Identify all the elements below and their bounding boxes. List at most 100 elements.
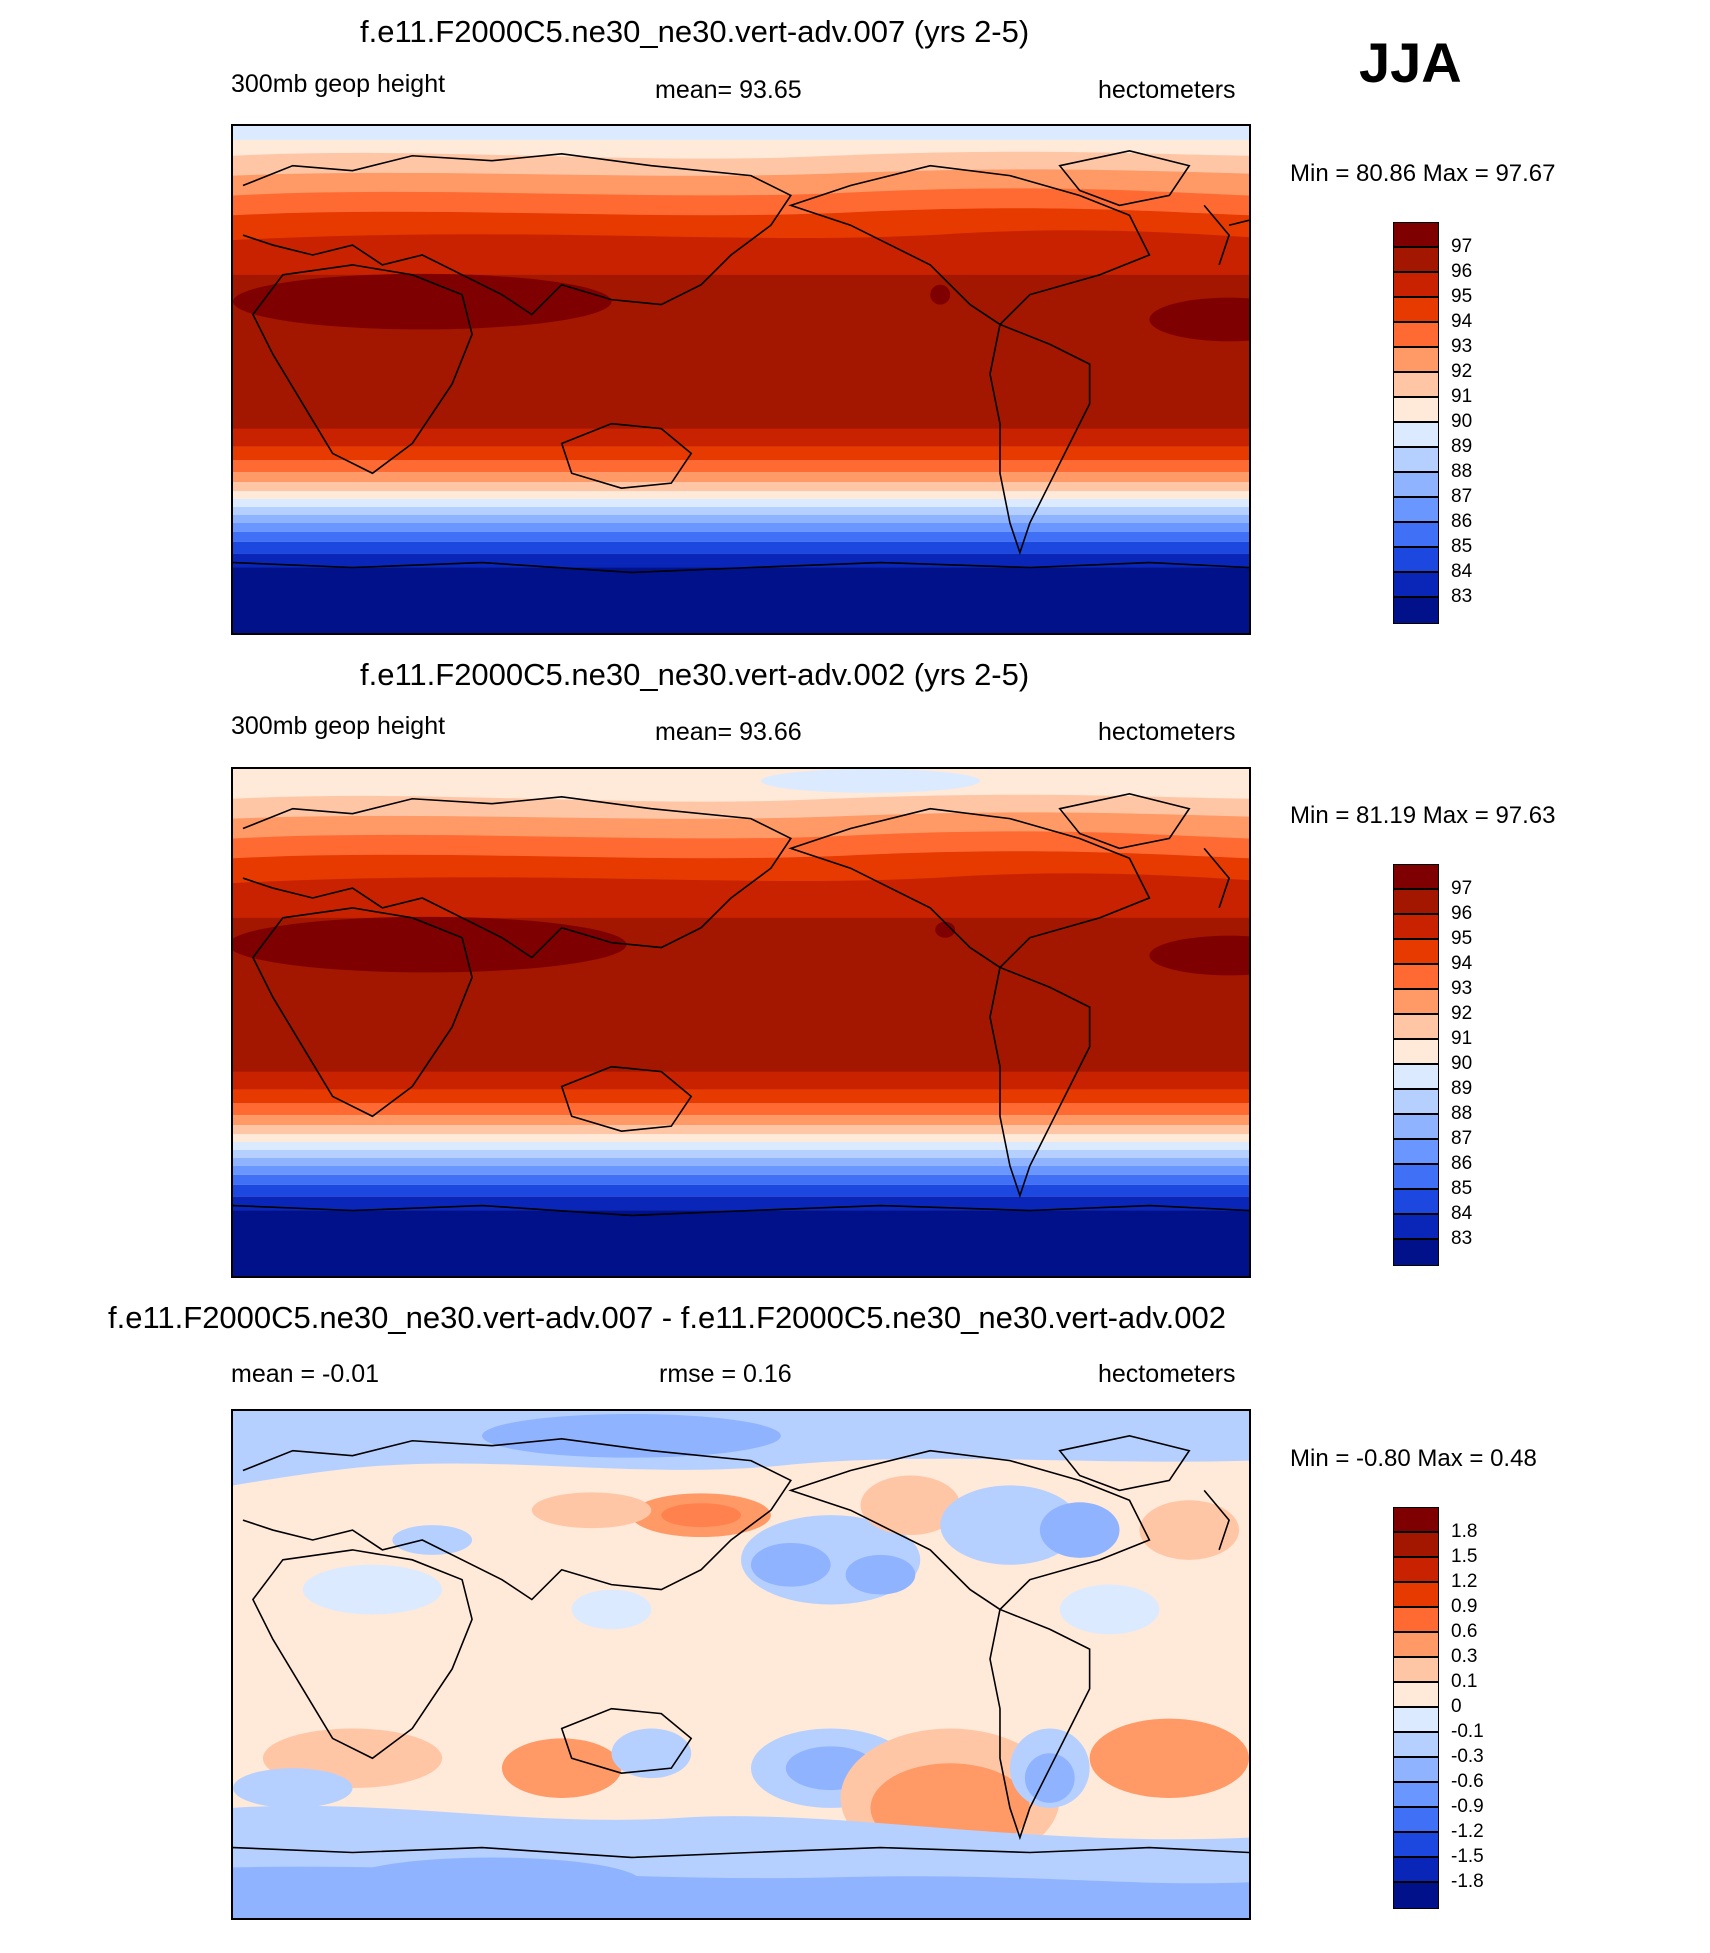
panel1-colorbar-label: 84 xyxy=(1451,561,1473,582)
panel3-colorbar-swatch xyxy=(1393,1632,1439,1657)
panel1-colorbar-swatch xyxy=(1393,547,1439,572)
panel2-title: f.e11.F2000C5.ne30_ne30.vert-adv.002 (yr… xyxy=(360,657,1030,692)
panel3-units-label: hectometers xyxy=(1098,1360,1236,1388)
panel3-map-svg xyxy=(233,1411,1249,1918)
panel2-colorbar-swatch xyxy=(1393,1039,1439,1064)
panel2-colorbar-label: 93 xyxy=(1451,978,1473,999)
panel1-colorbar-swatch xyxy=(1393,522,1439,547)
panel2-colorbar-swatch xyxy=(1393,1189,1439,1214)
panel2-colorbar-label: 85 xyxy=(1451,1178,1473,1199)
panel2-colorbar-label: 91 xyxy=(1451,1028,1473,1049)
panel2-colorbar-label: 90 xyxy=(1451,1053,1473,1074)
panel2-colorbar-swatch xyxy=(1393,1139,1439,1164)
panel3-colorbar-swatch xyxy=(1393,1707,1439,1732)
panel2-colorbar-swatch xyxy=(1393,1064,1439,1089)
panel1-colorbar-swatch xyxy=(1393,597,1439,624)
panel3-colorbar-label: 0.6 xyxy=(1451,1621,1478,1642)
panel1-colorbar-swatch xyxy=(1393,272,1439,297)
panel2-colorbar-label: 92 xyxy=(1451,1003,1473,1024)
panel3-colorbar-swatch xyxy=(1393,1807,1439,1832)
panel1-colorbar-label: 88 xyxy=(1451,461,1473,482)
panel1-colorbar-label: 89 xyxy=(1451,436,1473,457)
panel1-map xyxy=(231,124,1251,635)
panel2-colorbar-label: 88 xyxy=(1451,1103,1473,1124)
panel2-colorbar-swatch xyxy=(1393,989,1439,1014)
panel1-colorbar-swatch xyxy=(1393,247,1439,272)
panel3-rmse-label: rmse = 0.16 xyxy=(659,1360,792,1388)
panel3-colorbar-swatch xyxy=(1393,1757,1439,1782)
panel3-colorbar-swatch xyxy=(1393,1582,1439,1607)
panel1-coastlines xyxy=(233,149,1249,574)
panel1-colorbar-swatch xyxy=(1393,472,1439,497)
panel1-colorbar-swatch xyxy=(1393,222,1439,247)
panel3-colorbar-label: -0.3 xyxy=(1451,1746,1484,1767)
panel2-colorbar-swatch xyxy=(1393,1214,1439,1239)
panel2-colorbar-swatch xyxy=(1393,889,1439,914)
panel1-colorbar-label: 96 xyxy=(1451,261,1473,282)
panel1-colorbar-label: 90 xyxy=(1451,411,1473,432)
panel3-colorbar-label: 0.9 xyxy=(1451,1596,1478,1617)
season-label: JJA xyxy=(1359,31,1462,94)
panel3-coastlines xyxy=(233,1434,1249,1859)
panel2-colorbar-label: 83 xyxy=(1451,1228,1473,1249)
panel1-colorbar-label: 92 xyxy=(1451,361,1473,382)
panel1-minmax: Min = 80.86 Max = 97.67 xyxy=(1290,160,1556,187)
panel3-colorbar-label: -0.9 xyxy=(1451,1796,1484,1817)
panel1-colorbar-swatch xyxy=(1393,397,1439,422)
panel3-mean-label: mean = -0.01 xyxy=(231,1360,380,1388)
panel2-colorbar-label: 87 xyxy=(1451,1128,1473,1149)
panel1-colorbar-label: 95 xyxy=(1451,286,1473,307)
panel1-colorbar-label: 85 xyxy=(1451,536,1473,557)
panel2-colorbar-label: 94 xyxy=(1451,953,1473,974)
panel1-colorbar-label: 86 xyxy=(1451,511,1473,532)
panel1-colorbar: 97 96 95 94 93 92 91 90 89 88 87 86 85 8… xyxy=(1393,222,1472,624)
panel3-colorbar-label: 0.3 xyxy=(1451,1646,1478,1667)
panel1-colorbar-swatch xyxy=(1393,297,1439,322)
panel2-colorbar-swatch xyxy=(1393,1239,1439,1266)
panel2-coastlines xyxy=(233,792,1249,1217)
panel3-colorbar-label: -0.6 xyxy=(1451,1771,1484,1792)
panel3-colorbar-swatch xyxy=(1393,1782,1439,1807)
panel2-map xyxy=(231,767,1251,1278)
panel2-mean-label: mean= 93.66 xyxy=(655,718,802,746)
panel2-colorbar-swatch xyxy=(1393,1114,1439,1139)
panel2-colorbar-label: 97 xyxy=(1451,878,1473,899)
panel1-colorbar-swatch xyxy=(1393,572,1439,597)
panel1-title: f.e11.F2000C5.ne30_ne30.vert-adv.007 (yr… xyxy=(360,14,1030,49)
panel2-map-svg xyxy=(233,769,1249,1276)
panel2-variable-label: 300mb geop height xyxy=(231,712,446,740)
panel3-colorbar-swatch xyxy=(1393,1607,1439,1632)
panel1-colorbar-label: 94 xyxy=(1451,311,1473,332)
panel2-colorbar-label: 95 xyxy=(1451,928,1473,949)
panel2-colorbar-swatch xyxy=(1393,864,1439,889)
panel3-colorbar-label: 1.5 xyxy=(1451,1546,1478,1567)
panel3-colorbar-swatch xyxy=(1393,1682,1439,1707)
panel3-colorbar-label: -1.8 xyxy=(1451,1871,1484,1892)
panel2-colorbar-swatch xyxy=(1393,1089,1439,1114)
panel3-colorbar-label: -0.1 xyxy=(1451,1721,1484,1742)
panel1-colorbar-swatch xyxy=(1393,347,1439,372)
panel2-colorbar-swatch xyxy=(1393,1014,1439,1039)
panel2-colorbar-label: 96 xyxy=(1451,903,1473,924)
panel2-colorbar-swatch xyxy=(1393,939,1439,964)
panel1-colorbar-swatch xyxy=(1393,372,1439,397)
panel3-map xyxy=(231,1409,1251,1920)
panel3-colorbar-label: -1.5 xyxy=(1451,1846,1484,1867)
panel3-colorbar-swatch xyxy=(1393,1657,1439,1682)
panel3-colorbar-label: 1.8 xyxy=(1451,1521,1478,1542)
panel2-colorbar-label: 89 xyxy=(1451,1078,1473,1099)
panel2-colorbar-swatch xyxy=(1393,964,1439,989)
panel3-colorbar-label: 1.2 xyxy=(1451,1571,1478,1592)
panel3-colorbar-label: -1.2 xyxy=(1451,1821,1484,1842)
panel2-minmax: Min = 81.19 Max = 97.63 xyxy=(1290,802,1556,829)
panel1-colorbar-swatch xyxy=(1393,422,1439,447)
panel2-colorbar-label: 86 xyxy=(1451,1153,1473,1174)
panel1-colorbar-swatch xyxy=(1393,322,1439,347)
panel2-units-label: hectometers xyxy=(1098,718,1236,746)
panel1-mean-label: mean= 93.65 xyxy=(655,76,802,104)
panel1-colorbar-label: 91 xyxy=(1451,386,1473,407)
panel3-colorbar-swatch xyxy=(1393,1557,1439,1582)
panel3-colorbar-swatch xyxy=(1393,1732,1439,1757)
panel3-title: f.e11.F2000C5.ne30_ne30.vert-adv.007 - f… xyxy=(108,1300,1226,1335)
panel3-colorbar-swatch xyxy=(1393,1532,1439,1557)
